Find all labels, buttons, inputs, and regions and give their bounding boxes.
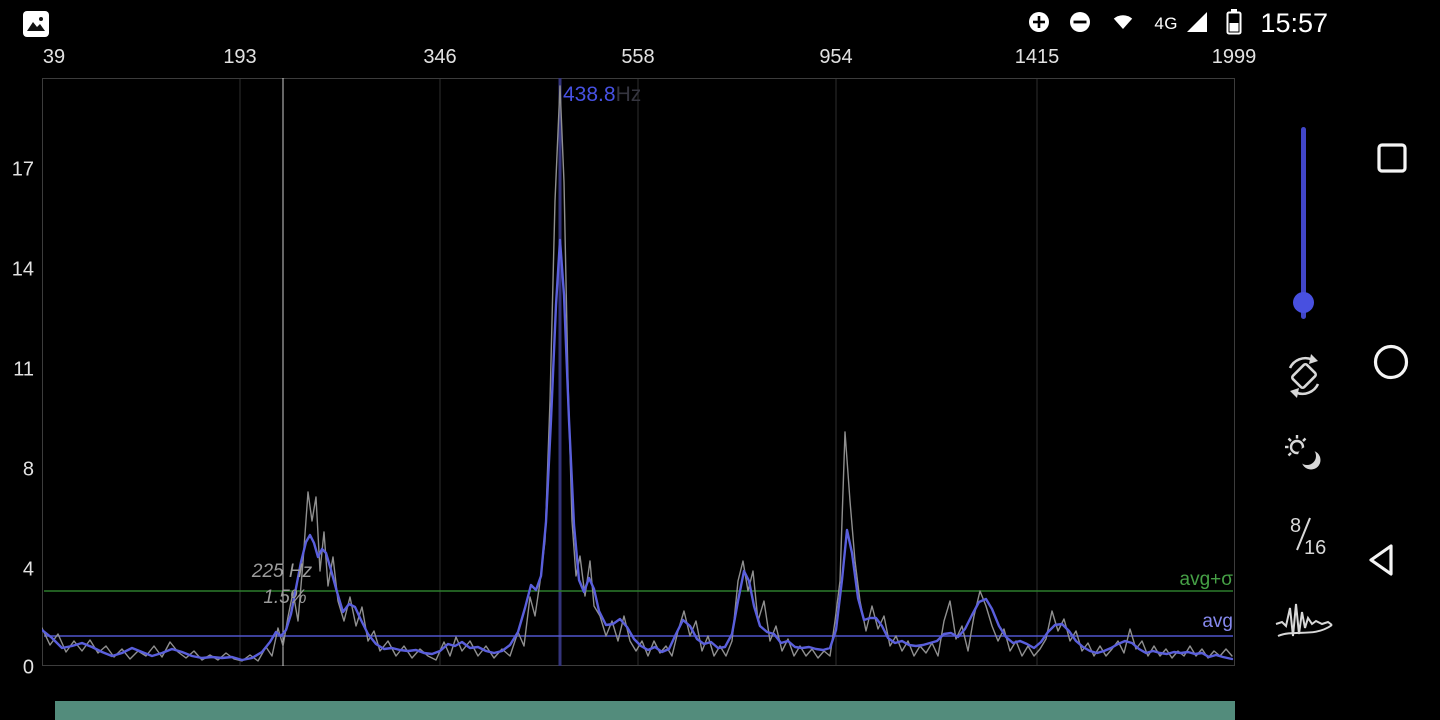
- recents-button[interactable]: [1375, 141, 1409, 180]
- marker-percent-label: 1.5%: [263, 587, 307, 608]
- x-tick-label: 1415: [1014, 46, 1060, 68]
- bit-depth-top: 8: [1290, 515, 1301, 537]
- data-saver-icon: [1027, 10, 1051, 39]
- cursor-frequency-label: 438.8Hz: [563, 83, 641, 107]
- day-night-theme-button[interactable]: [1280, 430, 1328, 483]
- series-raw: [42, 85, 1233, 662]
- clock: 15:57: [1260, 8, 1328, 38]
- battery-icon: [1226, 8, 1242, 40]
- gain-slider-thumb[interactable]: [1293, 292, 1314, 313]
- x-tick-label: 1999: [1211, 46, 1257, 68]
- bit-depth-toggle[interactable]: 8 16: [1282, 510, 1326, 563]
- do-not-disturb-icon: [1068, 10, 1092, 39]
- bit-depth-bottom: 16: [1304, 537, 1326, 558]
- cursor-frequency-value: 438.8: [563, 83, 616, 106]
- x-tick-label: 39: [42, 46, 66, 68]
- status-bar: 4G 15:57: [0, 0, 1440, 48]
- home-button[interactable]: [1372, 343, 1410, 386]
- spectrum-chart[interactable]: [42, 78, 1235, 666]
- y-tick-label: 11: [13, 358, 34, 381]
- wifi-icon: [1109, 10, 1137, 39]
- gallery-icon: [22, 10, 50, 43]
- plot-border: [42, 78, 1235, 666]
- waveform-mode-button[interactable]: [1274, 598, 1334, 647]
- x-tick-label: 193: [223, 46, 257, 68]
- status-icon-row: 4G: [1027, 8, 1242, 40]
- x-tick-label: 558: [621, 46, 655, 68]
- signal-icon: [1185, 10, 1209, 39]
- y-tick-label: 0: [22, 656, 34, 679]
- avg-plus-sigma-label: avg+σ: [1179, 569, 1233, 590]
- screen-rotate-button[interactable]: [1280, 352, 1328, 405]
- bottom-progress-bar[interactable]: [55, 701, 1235, 720]
- x-tick-label: 346: [423, 46, 457, 68]
- series-smoothed: [42, 238, 1234, 662]
- x-tick-label: 954: [819, 46, 853, 68]
- x-axis-labels: 39 193 346 558 954 1415 1999: [0, 46, 1440, 70]
- y-tick-label: 8: [22, 458, 34, 481]
- network-type-label: 4G: [1154, 14, 1178, 33]
- back-button[interactable]: [1362, 541, 1400, 584]
- y-axis-labels: 17 14 11 8 4 0: [0, 0, 37, 720]
- avg-label: avg: [1202, 611, 1233, 632]
- y-tick-label: 17: [11, 158, 34, 181]
- marker-frequency-label: 225 Hz: [251, 561, 313, 582]
- y-tick-label: 14: [11, 258, 34, 281]
- gain-slider-track[interactable]: [1301, 127, 1306, 319]
- cursor-frequency-unit: Hz: [615, 83, 642, 106]
- y-tick-label: 4: [22, 558, 34, 581]
